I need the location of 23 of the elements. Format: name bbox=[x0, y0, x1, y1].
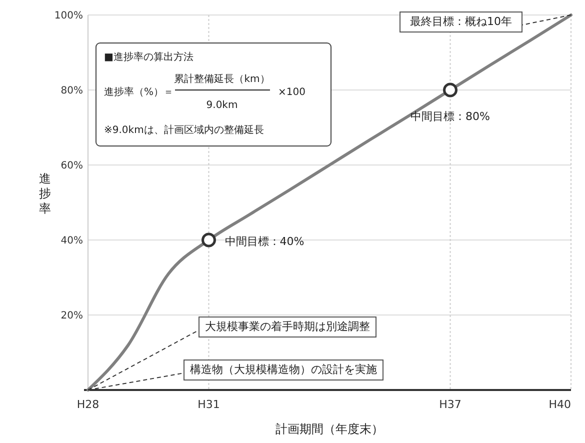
y-tick-label: 20% bbox=[60, 310, 83, 322]
x-tick-label: H31 bbox=[198, 398, 220, 411]
x-tick-label: H28 bbox=[76, 398, 100, 411]
annotation: 9.0km bbox=[206, 100, 238, 111]
line-series bbox=[86, 14, 572, 392]
annotation: ※9.0kmは、計画区域内の整備延長 bbox=[104, 124, 264, 136]
annotation: 中間目標：40% bbox=[224, 235, 304, 248]
y-axis-title: 進捗率 bbox=[39, 172, 51, 216]
annotation: 中間目標：80% bbox=[410, 110, 490, 123]
x-tick-label: H37 bbox=[439, 398, 462, 411]
x-tick-label: H40 bbox=[548, 398, 571, 411]
y-tick-label: 100% bbox=[54, 10, 83, 22]
annotation: 大規模事業の着手時期は別途調整 bbox=[205, 320, 370, 333]
annotation: 累計整備延長（km） bbox=[174, 73, 270, 85]
x-axis-title: 計画期間（年度末） bbox=[276, 422, 384, 436]
y-tick-label: 40% bbox=[60, 236, 83, 246]
annotation: ■進捗率の算出方法 bbox=[104, 51, 194, 63]
annotation: 進捗率（%）＝ bbox=[104, 86, 174, 98]
annotation: 最終目標：概ね10年 bbox=[410, 15, 512, 28]
annotation: ×100 bbox=[278, 87, 306, 98]
annotation: 構造物（大規模構造物）の設計を実施 bbox=[190, 363, 377, 376]
y-tick-label: 80% bbox=[60, 86, 83, 96]
y-tick-label: 60% bbox=[60, 160, 83, 172]
